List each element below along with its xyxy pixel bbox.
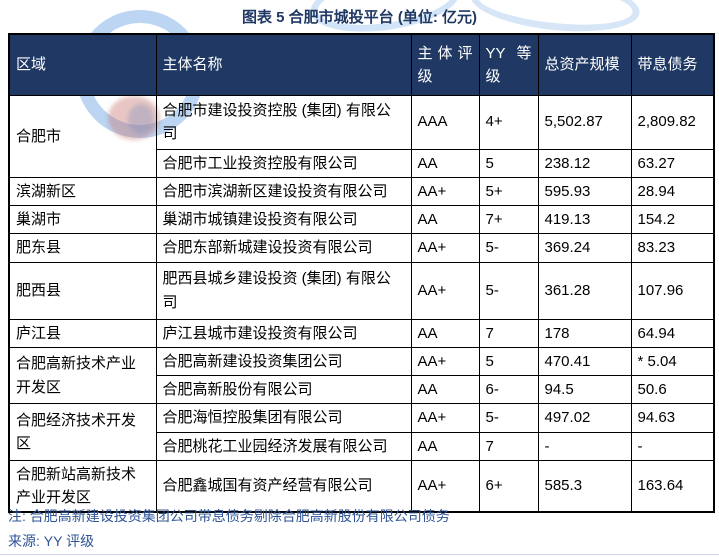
region-cell: 庐江县 [8,318,157,348]
yy-grade-cell: 5- [478,233,539,263]
interest-debt-cell: 50.6 [630,374,715,405]
entity-name-cell: 肥西县城乡建设投资 (集团) 有限公司 [155,261,412,320]
yy-grade-cell: 7 [478,318,539,348]
rating-cell: AA [410,318,480,348]
entity-name-cell: 巢湖市城镇建设投资有限公司 [155,204,412,235]
total-assets-cell: 94.5 [537,374,632,405]
entity-name-cell: 合肥高新股份有限公司 [155,374,412,405]
total-assets-cell: 595.93 [537,176,632,207]
rating-cell: AA+ [410,176,480,207]
total-assets-cell: 419.13 [537,204,632,235]
interest-debt-cell: * 5.04 [630,346,715,377]
region-cell: 合肥经济技术开发区 [8,403,157,461]
total-assets-cell: 361.28 [537,261,632,320]
region-cell: 肥西县 [8,261,157,320]
total-assets-cell: 238.12 [537,148,632,178]
rating-cell: AA+ [410,346,480,377]
region-cell: 肥东县 [8,233,157,263]
rating-cell: AA [410,374,480,405]
rating-cell: AA [410,148,480,178]
col-header-total-assets: 总资产规模 [537,33,632,96]
entity-name-cell: 合肥市滨湖新区建设投资有限公司 [155,176,412,207]
yy-grade-cell: 5- [478,261,539,320]
interest-debt-cell: 107.96 [630,261,715,320]
table-row: 巢湖市 巢湖市城镇建设投资有限公司 AA 7+ 419.13 154.2 [8,204,715,235]
entity-name-cell: 合肥市工业投资控股有限公司 [155,148,412,178]
rating-cell: AA [410,204,480,235]
interest-debt-cell: 63.27 [630,148,715,178]
rating-cell: AA+ [410,459,480,513]
total-assets-cell: 497.02 [537,403,632,433]
interest-debt-cell: 154.2 [630,204,715,235]
rating-cell: AA+ [410,261,480,320]
yy-grade-cell: 6+ [478,459,539,513]
entity-name-cell: 庐江县城市建设投资有限公司 [155,318,412,348]
table-row: 肥西县 肥西县城乡建设投资 (集团) 有限公司 AA+ 5- 361.28 10… [8,261,715,320]
rating-cell: AAA [410,94,480,150]
region-cell: 滨湖新区 [8,176,157,207]
region-cell: 合肥市 [8,94,157,178]
col-header-region: 区域 [8,33,157,96]
footnote: 注: 合肥高新建设投资集团公司带息债务剔除合肥高新股份有限公司债务 [8,508,450,524]
table-row: 合肥高新技术产业开发区 合肥高新建设投资集团公司 AA+ 5 470.41 * … [8,346,715,405]
interest-debt-cell: 163.64 [630,459,715,513]
total-assets-cell: 178 [537,318,632,348]
rating-cell: AA [410,431,480,461]
header-row: 区域 主体名称 主体评级 YY 等级 总资产规模 带息债务 [8,33,715,96]
yy-grade-cell: 5+ [478,176,539,207]
figure-title: 图表 5 合肥市城投平台 (单位: 亿元) [242,9,477,26]
interest-debt-cell: 2,809.82 [630,94,715,150]
total-assets-cell: 369.24 [537,233,632,263]
region-cell: 合肥新站高新技术产业开发区 [8,459,157,513]
entity-name-cell: 合肥海恒控股集团有限公司 [155,403,412,433]
interest-debt-cell: - [630,431,715,461]
yy-grade-cell: 5 [478,148,539,178]
region-cell: 巢湖市 [8,204,157,235]
yy-grade-cell: 4+ [478,94,539,150]
total-assets-cell: 585.3 [537,459,632,513]
entity-name-cell: 合肥高新建设投资集团公司 [155,346,412,377]
rating-cell: AA+ [410,233,480,263]
rating-cell: AA+ [410,403,480,433]
interest-debt-cell: 28.94 [630,176,715,207]
source-note: 来源: YY 评级 [8,533,95,549]
col-header-rating: 主体评级 [410,33,480,96]
entity-name-cell: 合肥东部新城建设投资有限公司 [155,233,412,263]
interest-debt-cell: 64.94 [630,318,715,348]
table-row: 合肥新站高新技术产业开发区 合肥鑫城国有资产经营有限公司 AA+ 6+ 585.… [8,459,715,513]
col-header-name: 主体名称 [155,33,412,96]
table-row: 合肥经济技术开发区 合肥海恒控股集团有限公司 AA+ 5- 497.02 94.… [8,403,715,461]
col-header-interest-debt: 带息债务 [630,33,715,96]
col-header-yy-grade: YY 等级 [478,33,539,96]
total-assets-cell: 5,502.87 [537,94,632,150]
table-row: 合肥市 合肥市建设投资控股 (集团) 有限公司 AAA 4+ 5,502.87 … [8,94,715,178]
yy-grade-cell: 7+ [478,204,539,235]
interest-debt-cell: 83.23 [630,233,715,263]
region-cell: 合肥高新技术产业开发区 [8,346,157,405]
yy-grade-cell: 7 [478,431,539,461]
yy-grade-cell: 5- [478,403,539,433]
yy-grade-cell: 6- [478,374,539,405]
table-row: 庐江县 庐江县城市建设投资有限公司 AA 7 178 64.94 [8,318,715,348]
total-assets-cell: 470.41 [537,346,632,377]
table-row: 合肥桃花工业园经济发展有限公司 AA 7 - - [9,431,715,461]
bottom-divider [0,554,719,555]
entity-name-cell: 合肥市建设投资控股 (集团) 有限公司 [155,94,412,150]
interest-debt-cell: 94.63 [630,403,715,433]
city-investment-platform-table: 区域 主体名称 主体评级 YY 等级 总资产规模 带息债务 合肥市 合肥市建设投… [8,33,715,514]
table-row: 肥东县 合肥东部新城建设投资有限公司 AA+ 5- 369.24 83.23 [8,233,715,263]
entity-name-cell: 合肥鑫城国有资产经营有限公司 [155,459,412,513]
entity-name-cell: 合肥桃花工业园经济发展有限公司 [155,431,412,461]
total-assets-cell: - [537,431,632,461]
table-row: 滨湖新区 合肥市滨湖新区建设投资有限公司 AA+ 5+ 595.93 28.94 [8,176,715,207]
yy-grade-cell: 5 [478,346,539,377]
